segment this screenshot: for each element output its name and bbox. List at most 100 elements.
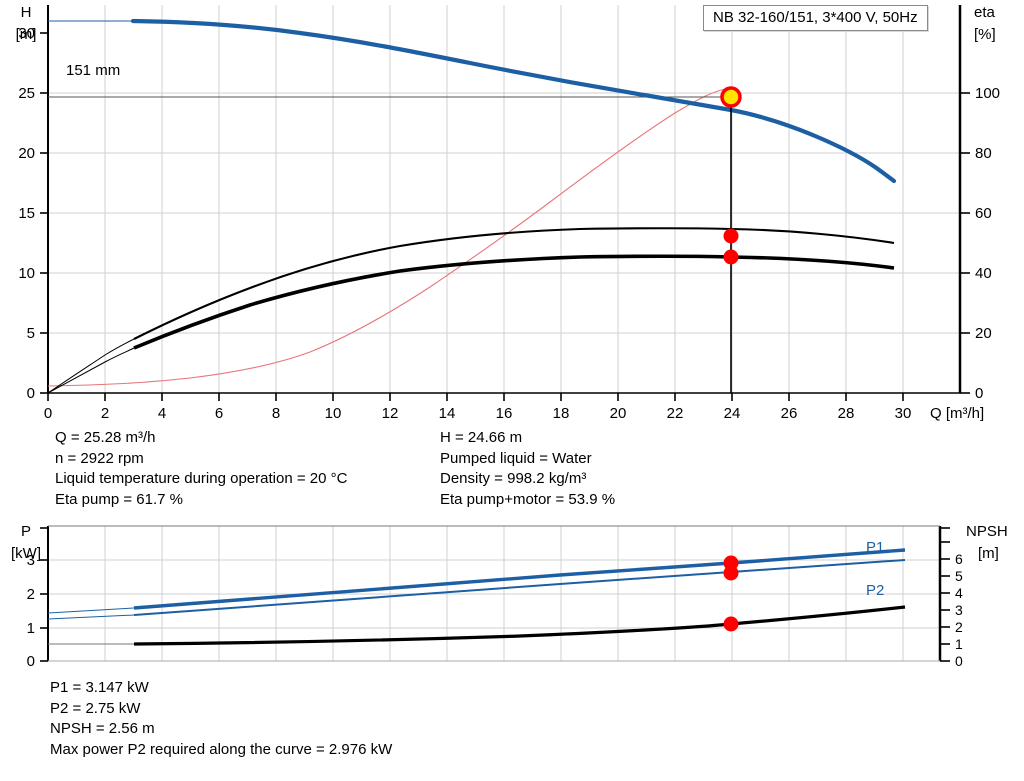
- svg-text:1: 1: [27, 620, 35, 637]
- p1-curve-label: P1: [866, 539, 884, 556]
- svg-text:28: 28: [838, 405, 855, 422]
- svg-text:24: 24: [724, 405, 741, 422]
- svg-text:40: 40: [975, 265, 992, 282]
- param-density: Density = 998.2 kg/m³: [440, 470, 587, 487]
- svg-text:8: 8: [272, 405, 280, 422]
- svg-text:0: 0: [955, 653, 963, 669]
- npsh-red-curve: [48, 87, 732, 387]
- lower-y-right-title-line2: [m]: [978, 545, 999, 562]
- svg-text:26: 26: [781, 405, 798, 422]
- duty-params-right: H = 24.66 m Pumped liquid = Water Densit…: [440, 428, 615, 510]
- svg-text:10: 10: [325, 405, 342, 422]
- duty-marker-eta-pump: [723, 228, 739, 244]
- svg-text:80: 80: [975, 145, 992, 162]
- head-efficiency-chart: 0 5 10 15 20 25 30 0 20 40 60 80 100: [16, 4, 1000, 422]
- param-p1: P1 = 3.147 kW: [50, 679, 149, 696]
- power-npsh-chart: 0 1 2 3 0 1 2 3 4 5 6 P [kW] NPSH [m]: [0, 520, 1024, 675]
- upper-x-title: Q [m³/h]: [930, 405, 984, 422]
- p1-curve-thin-extension: [48, 607, 135, 614]
- duty-marker-eta-pump-motor: [723, 249, 739, 265]
- svg-text:3: 3: [27, 552, 35, 569]
- upper-y-left-title-line1: H: [21, 4, 32, 21]
- upper-grid-horizontal: [48, 92, 960, 334]
- svg-text:6: 6: [955, 551, 963, 567]
- head-curve: [130, 18, 897, 184]
- svg-text:100: 100: [975, 85, 1000, 102]
- upper-y-left-ticks: [40, 32, 48, 394]
- power-npsh-svg: 0 1 2 3 0 1 2 3 4 5 6 P [kW] NPSH [m]: [11, 523, 1008, 670]
- duty-point-marker: [720, 86, 742, 108]
- upper-y-left-title-line2: [m]: [16, 26, 37, 43]
- svg-text:30: 30: [895, 405, 912, 422]
- pump-model-title: NB 32-160/151, 3*400 V, 50Hz: [703, 5, 928, 31]
- param-p2: P2 = 2.75 kW: [50, 699, 141, 717]
- p2-curve: [133, 559, 906, 616]
- param-liquid-temp: Liquid temperature during operation = 20…: [55, 470, 348, 487]
- impeller-diameter-label: 151 mm: [66, 62, 120, 79]
- npsh-curve: [133, 605, 906, 646]
- power-params: P1 = 3.147 kW P2 = 2.75 kW NPSH = 2.56 m…: [50, 678, 392, 760]
- svg-text:18: 18: [553, 405, 570, 422]
- svg-text:20: 20: [18, 145, 35, 162]
- p2-curve-label: P2: [866, 582, 884, 599]
- lower-y-left-title-line1: P: [21, 523, 31, 540]
- svg-text:25: 25: [18, 85, 35, 102]
- svg-text:0: 0: [27, 385, 35, 402]
- svg-text:4: 4: [955, 585, 963, 601]
- duty-marker-p2: [723, 565, 739, 581]
- svg-text:15: 15: [18, 205, 35, 222]
- upper-y-right-title-line2: [%]: [974, 26, 996, 43]
- duty-marker-npsh: [723, 616, 739, 632]
- upper-y-left-tick-labels: 0 5 10 15 20 25 30: [18, 25, 35, 402]
- param-head: H = 24.66 m: [440, 429, 523, 446]
- param-speed: n = 2922 rpm: [55, 449, 144, 467]
- svg-text:5: 5: [27, 325, 35, 342]
- svg-text:2: 2: [27, 586, 35, 603]
- svg-text:20: 20: [975, 325, 992, 342]
- lower-y-right-tick-labels: 0 1 2 3 4 5 6: [955, 551, 963, 669]
- lower-y-right-title-line1: NPSH: [966, 523, 1008, 540]
- svg-text:6: 6: [215, 405, 223, 422]
- svg-text:0: 0: [44, 405, 52, 422]
- lower-y-left-ticks: [40, 527, 48, 662]
- svg-text:30: 30: [18, 25, 35, 42]
- upper-grid-vertical: [104, 5, 904, 393]
- lower-y-left-title-line2: [kW]: [11, 545, 41, 562]
- svg-text:0: 0: [975, 385, 983, 402]
- upper-y-right-title-line1: eta: [974, 4, 996, 21]
- svg-text:60: 60: [975, 205, 992, 222]
- upper-x-tick-labels: 0 2 4 6 8 10 12 14 16 18 20 22 24 26 28 …: [44, 405, 912, 422]
- lower-y-right-ticks: [940, 527, 950, 662]
- p2-curve-thin-extension: [48, 614, 135, 620]
- svg-text:12: 12: [382, 405, 399, 422]
- svg-text:14: 14: [439, 405, 456, 422]
- svg-text:0: 0: [27, 653, 35, 670]
- upper-y-right-tick-labels: 0 20 40 60 80 100: [975, 85, 1000, 402]
- param-eta-pump-motor: Eta pump+motor = 53.9 %: [440, 490, 616, 508]
- svg-text:5: 5: [955, 568, 963, 584]
- eta-pump-curve-thin: [48, 338, 135, 393]
- svg-text:2: 2: [955, 619, 963, 635]
- param-eta-pump: Eta pump = 61.7 %: [55, 490, 183, 508]
- eta-pump-motor-curve-thin: [48, 347, 135, 393]
- svg-text:4: 4: [158, 405, 166, 422]
- param-npsh: NPSH = 2.56 m: [50, 720, 155, 737]
- svg-text:10: 10: [18, 265, 35, 282]
- p1-curve: [133, 548, 906, 610]
- pump-model-text: NB 32-160/151, 3*400 V, 50Hz: [713, 9, 918, 26]
- upper-y-right-ticks: [960, 92, 970, 394]
- eta-pump-motor-curve: [133, 254, 895, 350]
- param-max-power: Max power P2 required along the curve = …: [50, 740, 393, 758]
- svg-text:3: 3: [955, 602, 963, 618]
- svg-text:2: 2: [101, 405, 109, 422]
- svg-text:16: 16: [496, 405, 513, 422]
- eta-pump-curve: [133, 227, 895, 340]
- upper-x-ticks: [47, 393, 904, 401]
- svg-text:20: 20: [610, 405, 627, 422]
- param-flow: Q = 25.28 m³/h: [55, 429, 156, 446]
- svg-text:22: 22: [667, 405, 684, 422]
- svg-text:1: 1: [955, 636, 963, 652]
- lower-y-left-tick-labels: 0 1 2 3: [27, 552, 35, 670]
- param-pumped-liquid: Pumped liquid = Water: [440, 449, 592, 467]
- head-efficiency-svg: 0 5 10 15 20 25 30 0 20 40 60 80 100: [16, 4, 1000, 422]
